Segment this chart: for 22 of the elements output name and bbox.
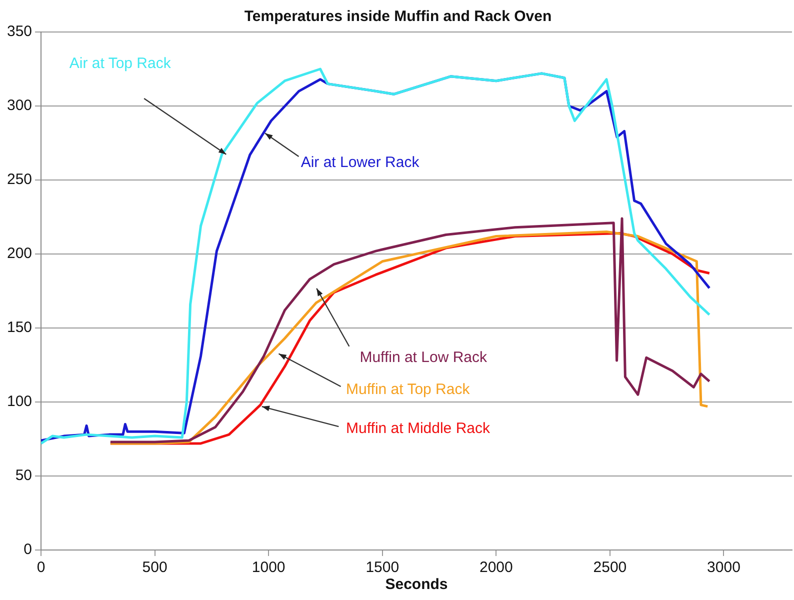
chart-title: Temperatures inside Muffin and Rack Oven: [244, 8, 552, 26]
text: Muffin at Middle Rack: [346, 420, 490, 437]
y-tick-label: 200: [6, 245, 32, 262]
x-axis-title: Seconds: [385, 576, 448, 594]
y-tick-label: 100: [6, 393, 32, 410]
y-tick-label: 300: [6, 97, 32, 114]
x-tick-label: 2000: [479, 559, 513, 576]
y-tick-label: 250: [6, 171, 32, 188]
text: Air at Top Rack: [69, 54, 172, 72]
y-tick-label: 0: [24, 541, 32, 558]
text: Air at Lower Rack: [300, 154, 420, 172]
text: Muffin at Top Rack: [346, 380, 470, 398]
y-tick-label: 350: [6, 23, 32, 40]
x-tick-label: 1000: [252, 559, 286, 576]
text: Muffin at Low Rack: [360, 349, 488, 366]
y-tick-label: 50: [15, 467, 32, 484]
x-tick-label: 0: [36, 559, 46, 576]
x-tick-label: 1500: [366, 559, 400, 576]
x-tick-label: 500: [142, 559, 168, 576]
x-tick-label: 2500: [593, 559, 627, 576]
y-tick-label: 150: [6, 319, 32, 336]
x-tick-label: 3000: [707, 559, 740, 576]
